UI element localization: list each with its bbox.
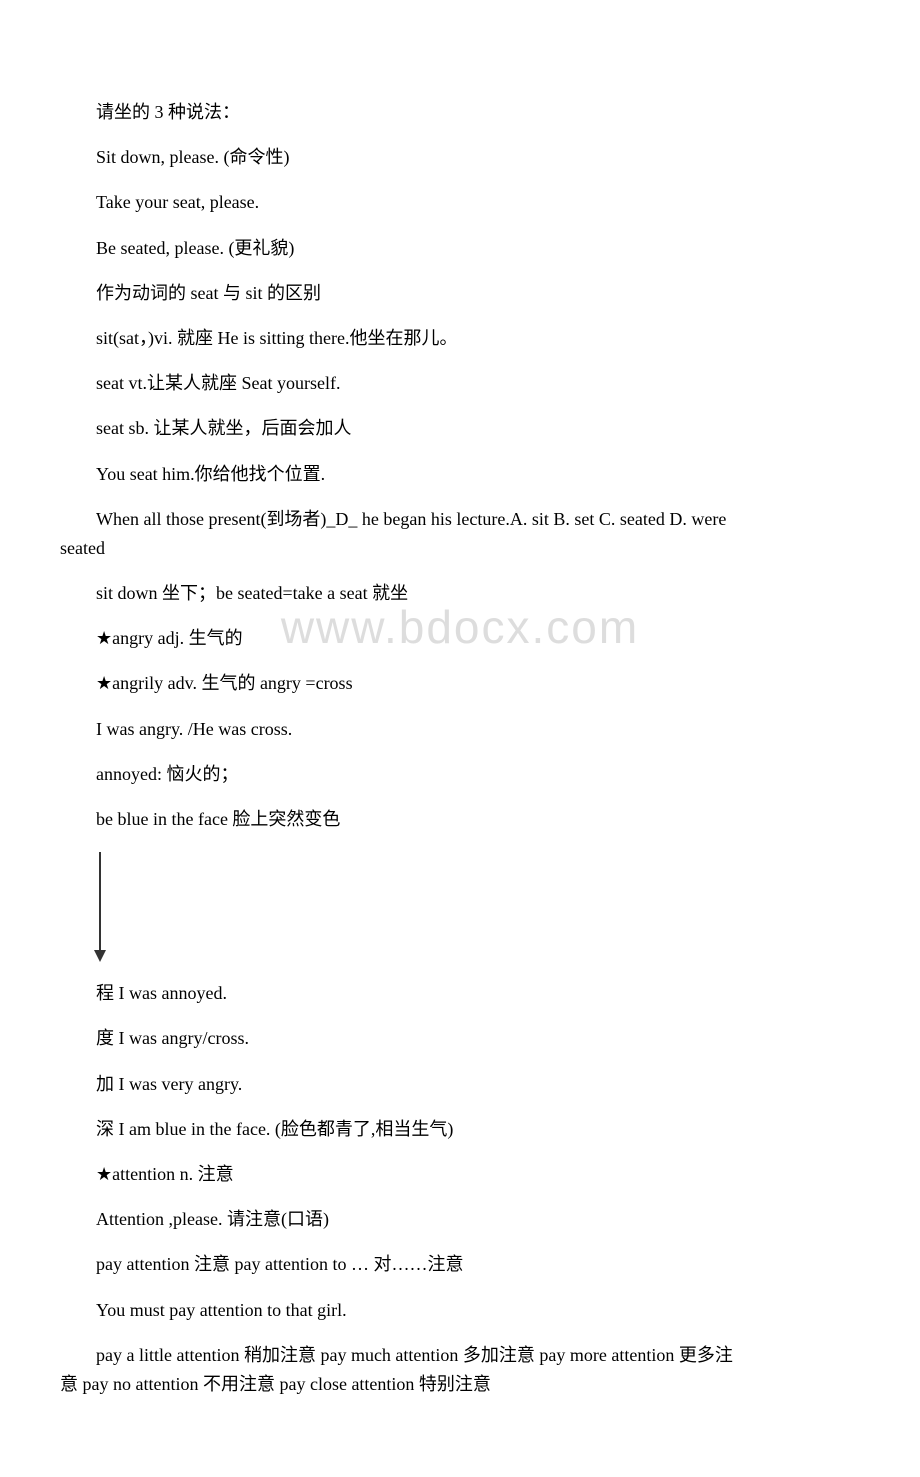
text-line: ★attention n. 注意 [60, 1162, 860, 1187]
text-line: pay attention 注意 pay attention to … 对……注… [60, 1252, 860, 1277]
text-line-wrap: 意 pay no attention 不用注意 pay close attent… [60, 1372, 860, 1397]
text-line: be blue in the face 脸上突然变色 [60, 807, 860, 832]
text-line: seat sb. 让某人就坐，后面会加人 [60, 416, 860, 441]
text-line: 请坐的 3 种说法： [60, 100, 860, 125]
text-line: sit(sat，)vi. 就座 He is sitting there.他坐在那… [60, 326, 860, 351]
text-line: Take your seat, please. [60, 190, 860, 215]
text-line: ★angrily adv. 生气的 angry =cross [60, 671, 860, 696]
text-line: When all those present(到场者)_D_ he began … [60, 507, 860, 532]
text-line: annoyed: 恼火的； [60, 762, 860, 787]
text-line: Attention ,please. 请注意(口语) [60, 1207, 860, 1232]
text-line: Sit down, please. (命令性) [60, 145, 860, 170]
text-line: ★angry adj. 生气的 [60, 626, 860, 651]
text-line: pay a little attention 稍加注意 pay much att… [60, 1343, 860, 1368]
text-line: 度 I was angry/cross. [60, 1026, 860, 1051]
text-line: 作为动词的 seat 与 sit 的区别 [60, 281, 860, 306]
text-line: 程 I was annoyed. [60, 981, 860, 1006]
text-line: Be seated, please. (更礼貌) [60, 236, 860, 261]
text-line: You seat him.你给他找个位置. [60, 462, 860, 487]
text-line: I was angry. /He was cross. [60, 717, 860, 742]
text-line: seat vt.让某人就座 Seat yourself. [60, 371, 860, 396]
text-line: 加 I was very angry. [60, 1072, 860, 1097]
document-page: www.bdocx.com 请坐的 3 种说法： Sit down, pleas… [0, 0, 920, 1477]
text-line: sit down 坐下；be seated=take a seat 就坐 [60, 581, 860, 606]
down-arrow-icon [92, 852, 860, 967]
text-line: 深 I am blue in the face. (脸色都青了,相当生气) [60, 1117, 860, 1142]
content-block: 请坐的 3 种说法： Sit down, please. (命令性) Take … [60, 100, 860, 1397]
text-line: You must pay attention to that girl. [60, 1298, 860, 1323]
text-line-wrap: seated [60, 536, 860, 561]
